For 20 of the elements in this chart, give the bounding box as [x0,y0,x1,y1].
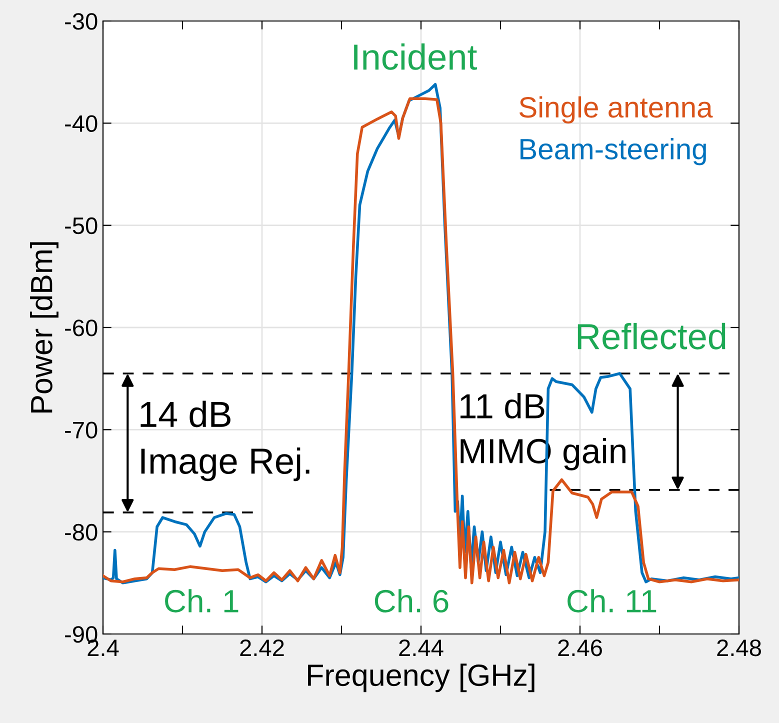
y-tick-label: -70 [65,422,98,438]
y-tick-label: -50 [65,217,98,234]
text: Single antenna [519,96,713,124]
annotation: Ch. 1 [165,589,238,613]
x-tick-label: 2.48 [717,639,761,656]
y-axis-title: Power [dBm] [30,242,58,412]
annotation: Reflected [578,322,726,350]
annotation: Incident [354,43,477,70]
x-tick-label: 2.42 [240,639,284,656]
x-tick-label: 2.46 [558,639,602,656]
y-tick-label: -60 [65,320,98,336]
text: Beam-steering [520,138,706,166]
x-axis-title: Frequency [GHz] [308,664,534,692]
y-tick-label: -80 [65,524,98,541]
y-tick-label: -30 [65,13,98,30]
annotation: Ch. 6 [374,589,448,613]
y-tick-label: -40 [65,115,98,132]
annotation: Ch. 11 [568,589,656,613]
annotation: 14 dB Image Rej. [140,400,310,482]
x-tick-label: 2.44 [399,639,444,656]
